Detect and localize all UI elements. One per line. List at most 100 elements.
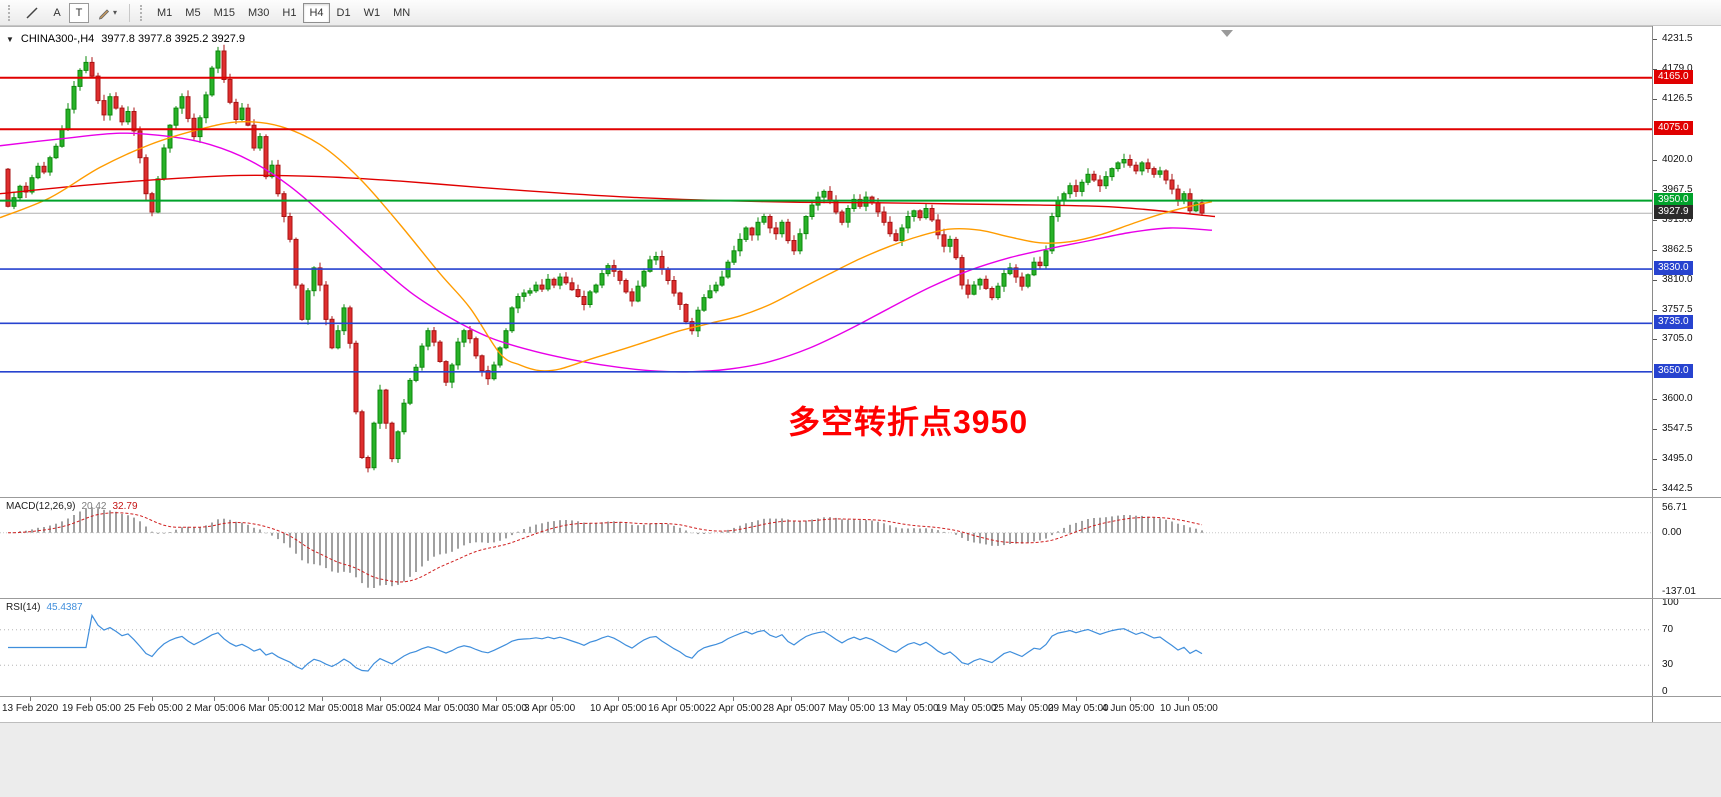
candlestick-chart[interactable]	[0, 27, 1652, 498]
price-badge-3927.9: 3927.9	[1654, 205, 1693, 220]
price-badge-3650.0: 3650.0	[1654, 363, 1693, 378]
axis-tick-dash	[1653, 429, 1657, 431]
timeframe-group: M1 M5 M15 M30 H1 H4 D1 W1 MN	[151, 2, 416, 23]
bottom-filler	[0, 722, 1721, 797]
text-frame-tool-button[interactable]: T	[69, 2, 89, 23]
pencil-icon	[98, 8, 110, 20]
price-axis-label: 3967.5	[1662, 183, 1693, 195]
time-tick	[1076, 697, 1077, 701]
toolbar-grip[interactable]	[8, 4, 13, 21]
time-tick	[618, 697, 619, 701]
axis-tick-dash	[1653, 309, 1657, 311]
timeframe-button-h1[interactable]: H1	[276, 3, 302, 23]
time-axis-label: 6 Mar 05:00	[240, 703, 294, 714]
time-tick	[496, 697, 497, 701]
time-tick	[676, 697, 677, 701]
toolbar-separator	[129, 3, 131, 22]
time-axis-label: 25 Feb 05:00	[124, 703, 183, 714]
price-axis-label: 3862.5	[1662, 243, 1693, 255]
time-tick	[1021, 697, 1022, 701]
timeframe-button-h4[interactable]: H4	[303, 2, 330, 23]
time-axis-label: 10 Apr 05:00	[590, 703, 647, 714]
rsi-label: RSI(14) 45.4387	[6, 602, 83, 613]
time-axis-label: 3 Apr 05:00	[524, 703, 576, 714]
time-axis-label: 24 Mar 05:00	[410, 703, 469, 714]
axis-tick-dash	[1653, 399, 1657, 401]
time-tick	[964, 697, 965, 701]
rsi-chart[interactable]	[0, 599, 1652, 696]
timeframe-button-m30[interactable]: M30	[242, 3, 275, 23]
price-badge-4075.0: 4075.0	[1654, 121, 1693, 136]
time-tick	[733, 697, 734, 701]
price-badge-3830.0: 3830.0	[1654, 261, 1693, 276]
axis-tick-dash	[1653, 219, 1657, 221]
price-axis-label: 3547.5	[1662, 423, 1693, 435]
timeframe-button-d1[interactable]: D1	[331, 3, 357, 23]
ma-magenta-line[interactable]	[0, 132, 1213, 373]
chart-dropdown-icon[interactable]: ▼	[6, 34, 14, 44]
time-tick	[380, 697, 381, 701]
axis-tick-dash	[1653, 98, 1657, 100]
time-axis-label: 12 Mar 05:00	[294, 703, 353, 714]
axis-tick-dash	[1653, 249, 1657, 251]
price-badge-4165.0: 4165.0	[1654, 69, 1693, 84]
macd-signal-line	[7, 512, 1203, 583]
price-axis-label: 4126.5	[1662, 92, 1693, 104]
time-axis-label: 7 May 05:00	[820, 703, 876, 714]
rsi-name: RSI(14)	[6, 602, 41, 613]
timeframe-button-m1[interactable]: M1	[151, 3, 178, 23]
time-axis[interactable]: 13 Feb 2020 19 Feb 05:00 25 Feb 05:00 2 Mar…	[0, 697, 1652, 722]
macd-label: MACD(12,26,9) 20.42 32.79	[6, 501, 138, 512]
chart-symbol-label: CHINA300-,H4	[20, 33, 95, 45]
panel-separator-1[interactable]	[0, 497, 1721, 498]
time-tick	[848, 697, 849, 701]
time-tick	[30, 697, 31, 701]
main-chart-panel: ▼ CHINA300-,H4 3977.8 3977.8 3925.2 3927…	[0, 26, 1652, 497]
time-axis-label: 22 Apr 05:00	[705, 703, 762, 714]
trendline-tool-button[interactable]	[19, 3, 45, 23]
timeframe-button-m5[interactable]: M5	[179, 3, 206, 23]
price-badge-3735.0: 3735.0	[1654, 315, 1693, 330]
rsi-axis-label: 0	[1662, 686, 1668, 697]
chart-shift-marker-icon[interactable]	[1221, 30, 1233, 37]
macd-axis-label: 56.71	[1662, 502, 1688, 514]
timeframe-button-m15[interactable]: M15	[208, 3, 241, 23]
time-axis-label: 16 Apr 05:00	[648, 703, 705, 714]
text-label-tool-button[interactable]: A	[47, 3, 67, 23]
time-tick	[438, 697, 439, 701]
chevron-down-icon: ▾	[113, 8, 118, 17]
timeframe-button-mn[interactable]: MN	[387, 3, 416, 23]
time-tick	[268, 697, 269, 701]
axis-tick-dash	[1653, 38, 1657, 40]
rsi-axis-label: 30	[1662, 659, 1674, 671]
price-axis[interactable]: 4231.54179.04126.54020.03967.53915.03862…	[1652, 26, 1721, 722]
time-axis-label: 30 Mar 05:00	[468, 703, 527, 714]
macd-chart[interactable]	[0, 498, 1652, 598]
chart-annotation-text[interactable]: 多空转折点3950	[788, 404, 1029, 440]
price-axis-label: 3495.0	[1662, 453, 1693, 465]
timeframe-button-w1[interactable]: W1	[358, 3, 387, 23]
time-axis-label: 2 Mar 05:00	[186, 703, 240, 714]
price-axis-label: 3705.0	[1662, 333, 1693, 345]
time-tick	[791, 697, 792, 701]
toolbar-grip-2[interactable]	[140, 4, 145, 21]
axis-tick-dash	[1653, 279, 1657, 281]
price-axis-label: 3600.0	[1662, 393, 1693, 405]
panel-separator-2[interactable]	[0, 598, 1721, 599]
draw-tool-button[interactable]: ▾	[91, 3, 123, 23]
macd-panel: MACD(12,26,9) 20.42 32.79	[0, 498, 1652, 598]
axis-tick-dash	[1653, 459, 1657, 461]
ma-red-line[interactable]	[0, 174, 1216, 218]
time-axis-label: 19 Feb 05:00	[62, 703, 121, 714]
trendline-icon	[26, 6, 38, 19]
ma-orange-line[interactable]	[0, 120, 1213, 372]
axis-tick-dash	[1653, 339, 1657, 341]
time-tick	[214, 697, 215, 701]
rsi-line	[8, 613, 1203, 672]
macd-name: MACD(12,26,9)	[6, 501, 76, 512]
time-axis-label: 10 Jun 05:00	[1160, 703, 1218, 714]
macd-axis-label: 0.00	[1662, 526, 1682, 538]
axis-tick-dash	[1653, 159, 1657, 161]
time-tick	[1130, 697, 1131, 701]
